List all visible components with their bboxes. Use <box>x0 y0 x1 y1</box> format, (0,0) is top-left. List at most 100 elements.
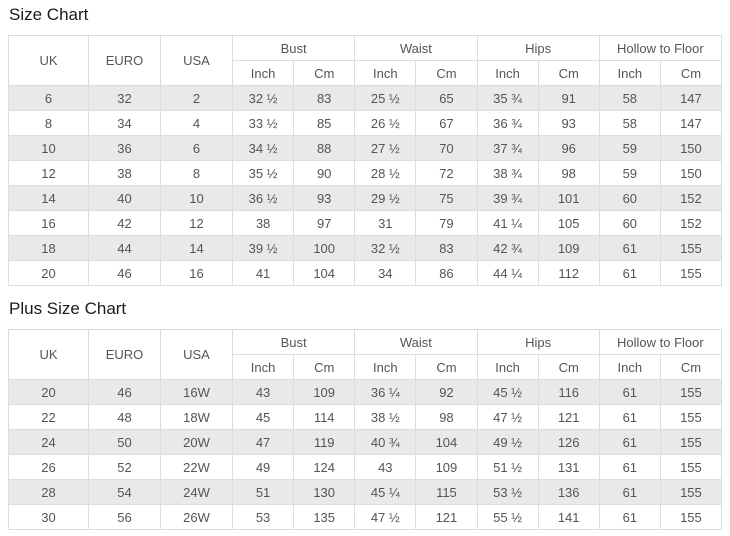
subcol-bust-cm: Cm <box>293 354 356 380</box>
table-cell: 141 <box>537 504 600 530</box>
table-cell: 40 <box>88 185 161 211</box>
table-cell: 47 <box>231 429 295 455</box>
table-cell: 115 <box>415 479 478 505</box>
table-cell: 86 <box>415 260 478 286</box>
plus-size-chart-section: Plus Size Chart UK EURO USA Bust Waist H… <box>8 298 723 530</box>
table-cell: 155 <box>659 260 723 286</box>
table-cell: 131 <box>537 454 600 480</box>
table-cell: 8 <box>160 160 233 186</box>
table-cell: 59 <box>598 160 661 186</box>
table-cell: 155 <box>659 454 723 480</box>
table-cell: 42 <box>88 210 161 236</box>
subcol-hollow-cm: Cm <box>659 354 723 380</box>
table-cell: 112 <box>537 260 600 286</box>
table-cell: 16W <box>160 379 233 405</box>
table-cell: 114 <box>293 404 356 430</box>
table-cell: 119 <box>293 429 356 455</box>
table-cell: 90 <box>293 160 356 186</box>
table-cell: 26 ½ <box>354 110 417 136</box>
table-cell: 36 <box>88 135 161 161</box>
table-cell: 20W <box>160 429 233 455</box>
subcol-hips-inch: Inch <box>476 60 539 86</box>
table-cell: 39 ¾ <box>476 185 539 211</box>
plus-size-chart-title: Plus Size Chart <box>9 299 127 318</box>
table-cell: 36 ¼ <box>354 379 417 405</box>
table-cell: 61 <box>598 379 661 405</box>
table-row: 10 36 6 34 ½ 88 27 ½ 70 37 ¾ 96 59 150 <box>8 135 723 161</box>
subcol-hips-inch: Inch <box>476 354 539 380</box>
table-cell: 16 <box>160 260 233 286</box>
table-cell: 42 ¾ <box>476 235 539 261</box>
table-cell: 41 ¼ <box>476 210 539 236</box>
table-cell: 40 ¾ <box>354 429 417 455</box>
table-cell: 121 <box>415 504 478 530</box>
subcol-waist-inch: Inch <box>354 60 417 86</box>
subcol-hips-cm: Cm <box>537 60 600 86</box>
table-cell: 35 ¾ <box>476 85 539 111</box>
table-cell: 50 <box>88 429 161 455</box>
table-cell: 53 <box>231 504 295 530</box>
table-cell: 155 <box>659 235 723 261</box>
subcol-hollow-inch: Inch <box>598 60 661 86</box>
table-cell: 18 <box>8 235 89 261</box>
table-cell: 6 <box>160 135 233 161</box>
table-row: 18 44 14 39 ½ 100 32 ½ 83 42 ¾ 109 61 155 <box>8 235 723 261</box>
col-group-waist: Waist <box>354 35 478 61</box>
table-cell: 20 <box>8 379 89 405</box>
table-cell: 70 <box>415 135 478 161</box>
table-cell: 83 <box>293 85 356 111</box>
table-cell: 100 <box>293 235 356 261</box>
table-cell: 36 ¾ <box>476 110 539 136</box>
col-header-euro: EURO <box>88 329 161 380</box>
table-row: 22 48 18W 45 114 38 ½ 98 47 ½ 121 61 155 <box>8 404 723 430</box>
table-cell: 61 <box>598 479 661 505</box>
table-cell: 61 <box>598 504 661 530</box>
table-cell: 135 <box>293 504 356 530</box>
subcol-hips-cm: Cm <box>537 354 600 380</box>
table-row: 12 38 8 35 ½ 90 28 ½ 72 38 ¾ 98 59 150 <box>8 160 723 186</box>
table-cell: 124 <box>293 454 356 480</box>
table-cell: 12 <box>160 210 233 236</box>
table-cell: 88 <box>293 135 356 161</box>
table-cell: 58 <box>598 110 661 136</box>
col-group-bust: Bust <box>231 35 356 61</box>
col-header-usa: USA <box>160 329 233 380</box>
table-cell: 136 <box>537 479 600 505</box>
table-cell: 91 <box>537 85 600 111</box>
table-cell: 85 <box>293 110 356 136</box>
table-cell: 147 <box>659 85 723 111</box>
table-cell: 61 <box>598 235 661 261</box>
table-cell: 61 <box>598 429 661 455</box>
table-cell: 147 <box>659 110 723 136</box>
table-cell: 45 <box>231 404 295 430</box>
table-cell: 30 <box>8 504 89 530</box>
col-header-uk: UK <box>8 329 89 380</box>
table-cell: 53 ½ <box>476 479 539 505</box>
table-cell: 83 <box>415 235 478 261</box>
table-cell: 46 <box>88 379 161 405</box>
table-cell: 47 ½ <box>354 504 417 530</box>
table-cell: 18W <box>160 404 233 430</box>
table-cell: 32 <box>88 85 161 111</box>
plus-size-chart-header: UK EURO USA Bust Waist Hips Hollow to Fl… <box>8 329 723 380</box>
table-cell: 34 <box>354 260 417 286</box>
table-cell: 75 <box>415 185 478 211</box>
table-cell: 72 <box>415 160 478 186</box>
col-header-usa: USA <box>160 35 233 86</box>
table-row: 30 56 26W 53 135 47 ½ 121 55 ½ 141 61 155 <box>8 504 723 530</box>
table-cell: 16 <box>8 210 89 236</box>
table-cell: 4 <box>160 110 233 136</box>
table-cell: 61 <box>598 404 661 430</box>
table-cell: 35 ½ <box>231 160 295 186</box>
table-row: 16 42 12 38 97 31 79 41 ¼ 105 60 152 <box>8 210 723 236</box>
table-cell: 34 ½ <box>231 135 295 161</box>
col-header-euro: EURO <box>88 35 161 86</box>
table-cell: 116 <box>537 379 600 405</box>
table-cell: 109 <box>293 379 356 405</box>
table-cell: 92 <box>415 379 478 405</box>
table-cell: 93 <box>293 185 356 211</box>
table-cell: 150 <box>659 160 723 186</box>
size-chart-section: Size Chart UK EURO USA Bust Waist Hips H… <box>8 4 723 286</box>
table-cell: 39 ½ <box>231 235 295 261</box>
table-cell: 43 <box>354 454 417 480</box>
